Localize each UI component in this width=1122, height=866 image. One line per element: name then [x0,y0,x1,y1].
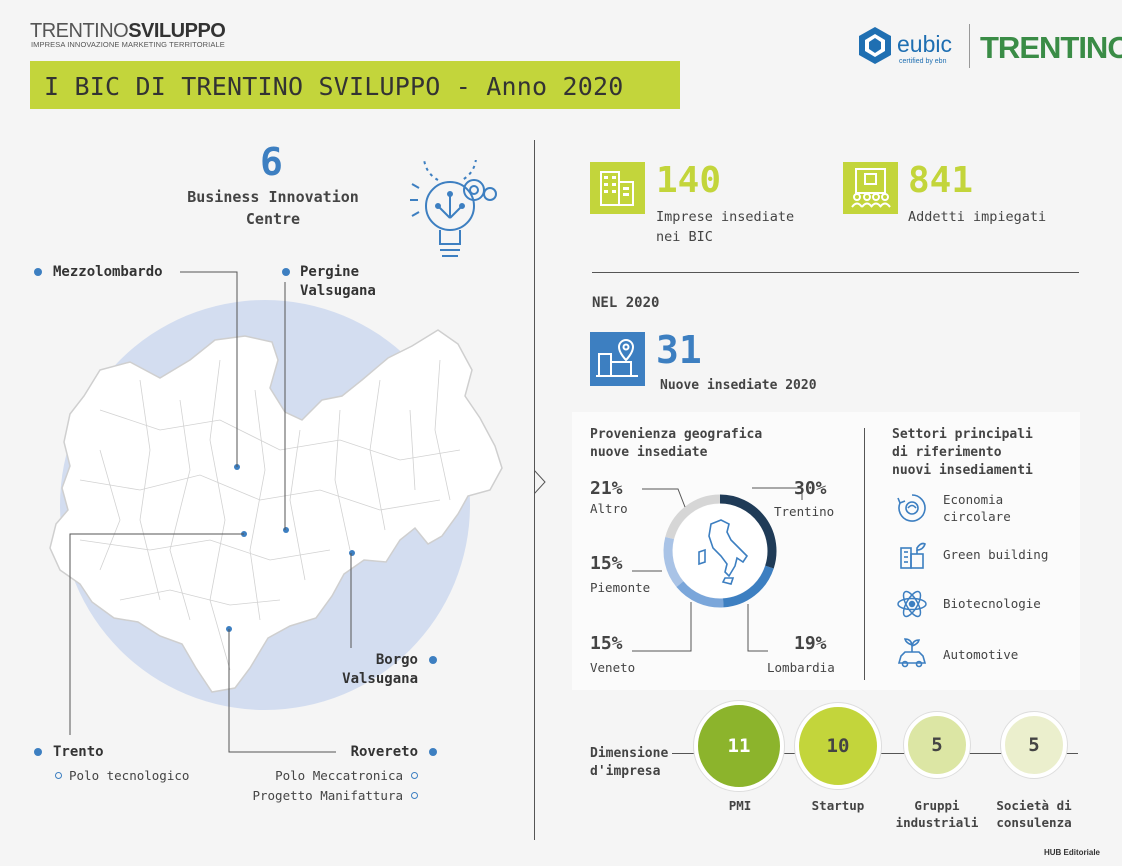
donut-segment-altro [665,494,721,540]
dimensione-title: Dimensione d'impresa [590,746,669,779]
donut-leader-lines [632,487,803,652]
trentino-map [40,300,510,724]
imprese-label: Imprese insediate nei BIC [656,209,795,245]
dimensione-circle-consulenza: 5 [1001,712,1067,778]
provenienza-donut-chart [663,494,777,608]
addetti-label: Addetti impiegati [908,209,1047,225]
eubic-hexagon-icon [859,27,891,64]
dimensione-label-startup: Startup [811,798,865,813]
bic-label: Business Innovation Centre [187,188,359,228]
donut-segment-trentino [719,494,777,569]
settori-title: Settori principali di riferimento nuovi … [892,427,1033,478]
provenienza-settori-panel [572,412,1080,690]
italy-map-icon [698,519,749,585]
provenienza-pct-trentino: 30% [794,478,827,499]
nuove-value: 31 [656,328,702,372]
settore-green-building: Green building [943,547,1049,562]
eco-car-icon [895,637,929,675]
location-building-icon [590,332,645,386]
eubic-logo: eubic certified by ebn [855,24,960,68]
nuove-label: Nuove insediate 2020 [660,378,817,393]
circular-economy-icon [895,491,929,529]
green-building-icon [895,538,929,576]
provenienza-label-altro: Altro [590,501,628,516]
dimensione-label-consulenza: Società di consulenza [996,798,1072,830]
donut-segment-lombardia [722,565,774,608]
rovereto-sub-meccatronica: Polo Meccatronica [275,768,403,783]
city-borgo: Borgo Valsugana [342,652,418,687]
dimensione-label-gruppi: Gruppi industriali [895,798,979,830]
brand-subtitle: IMPRESA INNOVAZIONE MARKETING TERRITORIA… [31,40,225,49]
trento-bullet [34,748,42,756]
dimensione-circle-startup: 10 [795,703,881,789]
donut-segment-piemonte [663,536,684,588]
settore-biotecnologie: Biotecnologie [943,596,1041,611]
provenienza-title: Provenienza geografica nuove insediate [590,427,763,460]
borgo-bullet [429,656,437,664]
footer-credit: HUB Editoriale [1044,848,1101,857]
nel-2020-heading: NEL 2020 [592,295,660,311]
title-banner [30,61,680,109]
vertical-divider [534,140,535,840]
mezzolombardo-bullet [34,268,42,276]
provenienza-label-trentino: Trentino [774,504,835,519]
trentino-region-shape [49,329,503,693]
page-title: I BIC DI TRENTINO SVILUPPO - Anno 2020 [44,72,624,101]
provenienza-label-lombardia: Lombardia [767,660,835,675]
map-leader-lines [69,271,352,753]
lightbulb-gear-icon [404,130,500,270]
imprese-value: 140 [656,160,722,201]
atom-icon [895,587,929,625]
panel-divider [864,428,865,680]
settore-automotive: Automotive [943,647,1019,662]
city-mezzolombardo: Mezzolombardo [53,264,163,280]
trento-sub-bullet [55,772,62,779]
rovereto-sub-bullet-1 [411,772,418,779]
brand-name: TRENTINOSVILUPPO [30,20,226,42]
eubic-wordmark: eubic [897,31,952,57]
city-trento: Trento [53,744,104,760]
trento-sub-polo-tecnologico: Polo tecnologico [69,768,190,783]
office-workers-icon [843,162,898,214]
settore-economia-circolare: Economia circolare [943,492,1011,524]
provenienza-pct-piemonte: 15% [590,553,623,574]
bic-count: 6 [260,140,283,184]
city-pergine: Pergine Valsugana [300,264,376,299]
provenienza-label-veneto: Veneto [590,660,636,675]
horizontal-divider [592,272,1079,273]
rovereto-bullet [429,748,437,756]
logo-divider [969,24,970,68]
dimensione-circle-gruppi: 5 [904,712,970,778]
provenienza-pct-lombardia: 19% [794,633,827,654]
provenienza-pct-altro: 21% [590,478,623,499]
donut-segment-veneto [676,581,724,608]
eubic-subtitle: certified by ebn [899,58,947,65]
rovereto-sub-bullet-2 [411,792,418,799]
rovereto-sub-manifattura: Progetto Manifattura [252,788,403,803]
dimensione-circle-pmi: 11 [694,701,784,791]
dimensione-label-pmi: PMI [728,798,752,813]
trentino-logo: TRENTINO [980,30,1122,65]
provenienza-label-piemonte: Piemonte [590,580,651,595]
pergine-bullet [282,268,290,276]
addetti-value: 841 [908,160,974,201]
divider-chevron-icon [534,470,546,494]
city-rovereto: Rovereto [350,744,418,760]
buildings-icon [590,162,645,214]
provenienza-pct-veneto: 15% [590,633,623,654]
